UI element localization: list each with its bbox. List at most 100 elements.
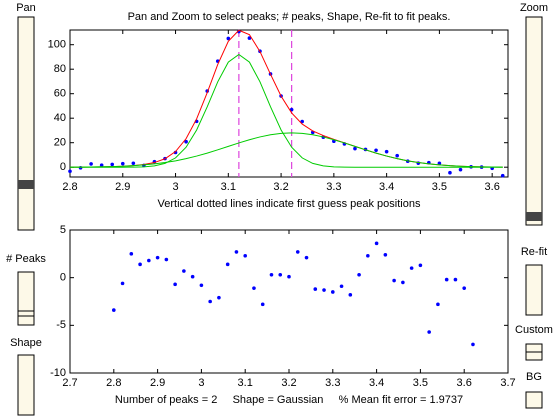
shape-label: Shape [10,337,42,349]
data-point [392,278,396,283]
data-point [384,149,389,154]
data-point [374,148,378,153]
data-point [458,167,463,172]
x-tick-label: 3.7 [500,377,515,389]
data-point [120,161,125,166]
x-tick-label: 2.8 [106,377,121,389]
data-point [208,299,212,304]
peaks-slider[interactable] [17,271,35,326]
data-point [226,36,231,41]
zoom-slider[interactable] [525,16,543,226]
data-point [225,262,230,267]
data-point [313,287,318,291]
fit-line [69,132,503,168]
x-tick-label: 2.9 [150,377,165,389]
y-tick-label: 20 [54,137,66,149]
data-point [68,169,72,174]
data-point [234,250,239,254]
axes-box [69,29,509,178]
data-point [131,161,136,166]
x-tick-label: 3.5 [432,181,447,193]
data-point [129,252,134,256]
data-point [182,269,186,273]
data-point [164,257,169,262]
data-point [147,258,151,263]
pan-thumb[interactable] [18,180,34,189]
data-point [331,290,335,294]
data-point [357,273,361,277]
x-tick-label: 3.4 [379,181,394,193]
shape-control[interactable] [17,354,35,416]
data-point [243,253,247,258]
data-point [471,342,475,347]
data-point [436,302,440,307]
data-point [304,255,309,260]
data-point [295,250,300,254]
y-tick-label: 40 [54,112,66,124]
data-point [99,163,104,167]
data-point [348,293,353,297]
y-tick-label: 80 [54,63,66,75]
x-tick-label: 3.4 [369,377,384,389]
x-tick-label: 3.5 [413,377,428,389]
data-point [269,273,274,277]
data-point [339,284,344,289]
data-point [453,277,458,282]
x-tick-label: 3.1 [221,181,236,193]
data-point [353,146,357,151]
refit-label: Re-fit [521,246,547,258]
y-tick-label: 100 [48,39,66,51]
data-point [247,36,252,40]
x-tick-label: 3.3 [325,377,340,389]
x-axis-label: Vertical dotted lines indicate first gue… [158,198,421,210]
chart-title: Pan and Zoom to select peaks; # peaks, S… [128,11,451,23]
data-point [444,277,449,282]
data-point [173,282,177,287]
data-point [437,161,442,166]
data-point [418,263,423,268]
data-point [278,273,283,277]
data-point [500,173,505,178]
y-tick-label: 60 [54,88,66,100]
x-tick-label: 3 [198,377,204,389]
zoom-thumb[interactable] [526,212,542,221]
data-point [383,252,388,257]
custom-label: Custom [515,324,553,336]
data-point [287,274,291,279]
x-tick-label: 3.2 [273,181,288,193]
bg-button[interactable] [525,391,543,409]
fit-line [70,53,503,168]
y-tick-label: -10 [50,367,66,379]
data-point [199,283,204,288]
data-point [401,280,405,285]
data-point [89,162,93,166]
x-axis-label: Number of peaks = 2 Shape = Gaussian % M… [115,394,463,406]
x-tick-label: 3.2 [281,377,296,389]
data-point [462,286,467,290]
data-point [217,295,221,300]
data-point [110,162,115,167]
data-point [260,302,265,307]
x-tick-label: 3.1 [238,377,253,389]
data-point [184,139,188,144]
data-point [252,286,256,290]
bg-label: BG [526,371,542,383]
peaks-thumb[interactable] [17,310,35,317]
data-point [112,308,116,312]
pan-slider[interactable] [17,16,35,231]
x-tick-label: 3 [172,181,178,193]
data-point [120,281,125,286]
data-point [366,253,370,258]
data-point [427,330,431,334]
data-point [409,266,414,270]
y-tick-label: 5 [60,224,66,236]
x-tick-label: 2.9 [115,181,130,193]
pan-label: Pan [16,2,36,14]
data-point [395,153,399,158]
x-tick-label: 3.6 [485,181,500,193]
refit-button[interactable] [525,264,543,316]
x-tick-label: 3.6 [457,377,472,389]
data-point [374,241,379,246]
x-tick-label: 2.8 [62,181,77,193]
